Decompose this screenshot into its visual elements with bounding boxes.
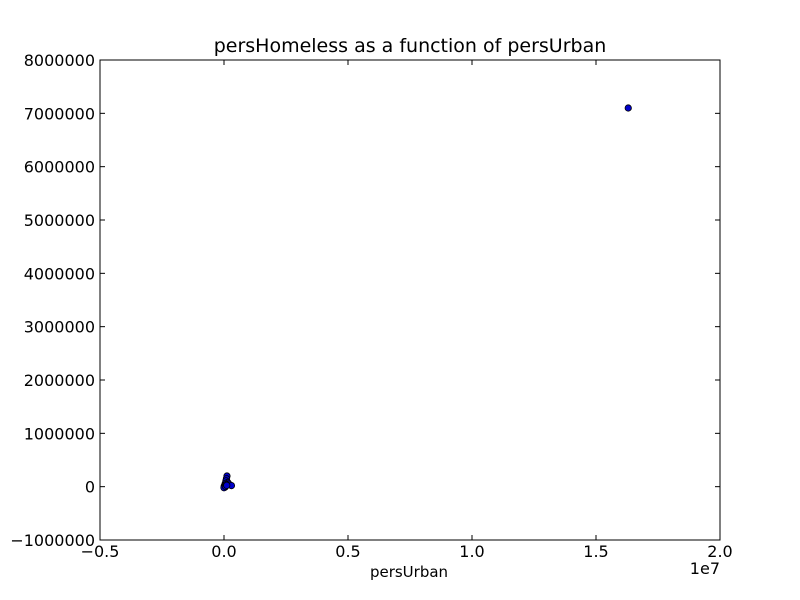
chart-title: persHomeless as a function of persUrban: [214, 35, 607, 57]
y-tick-label: 7000000: [24, 104, 95, 123]
data-point: [223, 481, 231, 489]
y-tick-label: 1000000: [24, 424, 95, 443]
y-tick-label: −1000000: [10, 531, 95, 550]
x-tick-label: 1.0: [459, 542, 484, 561]
data-point: [624, 104, 632, 112]
y-tick-label: 4000000: [24, 264, 95, 283]
y-tick-label: 5000000: [24, 211, 95, 230]
x-tick-label: −0.5: [81, 542, 120, 561]
y-tick-label: 2000000: [24, 371, 95, 390]
x-tick-label: 0.5: [335, 542, 360, 561]
axis-ticks: −0.5 0.0 0.5 1.0 1.5 2.0 −1000000 0 1000000 20000…: [10, 51, 732, 561]
x-tick-label: 2.0: [707, 542, 732, 561]
y-tick-label: 8000000: [24, 51, 95, 70]
x-tick-label: 0.0: [211, 542, 236, 561]
x-axis-label: persUrban: [370, 563, 448, 581]
x-tick-label: 1.5: [583, 542, 608, 561]
y-tick-label: 6000000: [24, 158, 95, 177]
x-axis-offset-label: 1e7: [690, 559, 720, 578]
data-points: [220, 104, 632, 492]
y-tick-label: 3000000: [24, 318, 95, 337]
y-tick-label: 0: [85, 478, 95, 497]
plot-area: [99, 59, 721, 541]
